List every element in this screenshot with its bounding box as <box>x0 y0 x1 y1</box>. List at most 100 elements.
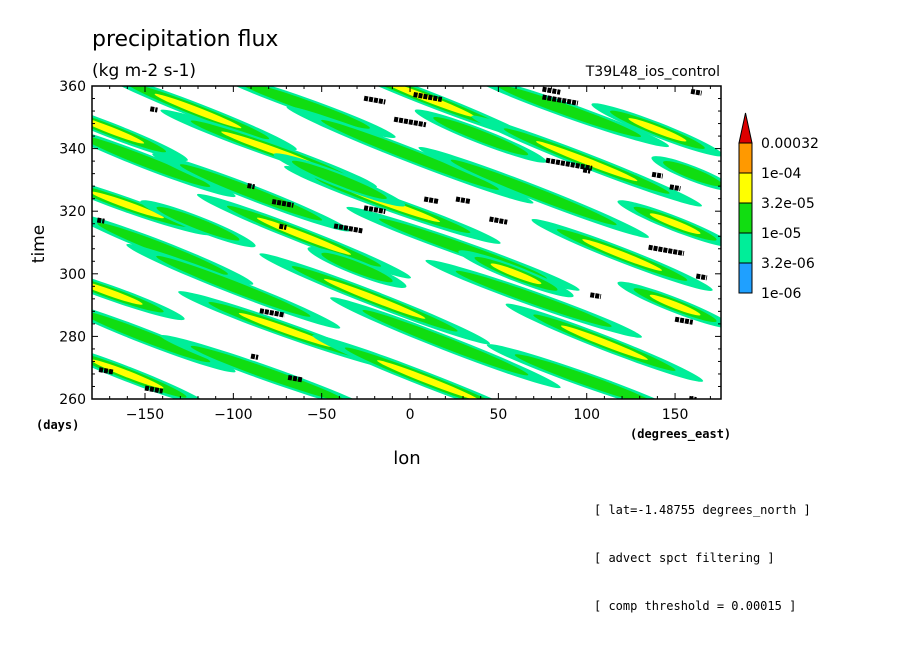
precip-band <box>259 253 490 345</box>
annotation-block: [ lat=-1.48755 degrees_north ] [ advect … <box>594 470 811 630</box>
precip-band <box>312 334 543 399</box>
threshold-mark <box>144 385 164 394</box>
precip-band <box>469 86 670 148</box>
precip-band <box>307 247 407 288</box>
y-axis-label: time <box>29 225 49 263</box>
precip-band-level <box>190 345 347 399</box>
precip-band-level <box>497 86 642 137</box>
x-tick-label: 0 <box>406 407 415 423</box>
precip-band-level <box>156 255 311 317</box>
precip-band <box>651 156 721 192</box>
precip-band-level <box>582 239 662 271</box>
threshold-mark <box>287 374 303 383</box>
y-tick-label: 360 <box>59 79 86 95</box>
x-tick-label: −50 <box>307 407 337 423</box>
colorbar-label: 1e-04 <box>761 166 801 182</box>
threshold-mark <box>149 106 158 113</box>
x-tick-label: 50 <box>489 407 507 423</box>
y-tick-label: 280 <box>59 329 86 345</box>
threshold-mark <box>363 205 386 214</box>
precip-band-level <box>628 118 687 142</box>
precip-band <box>140 200 256 248</box>
precip-band <box>330 297 561 389</box>
chart-title: precipitation flux <box>92 27 278 52</box>
threshold-mark <box>695 273 708 281</box>
precip-band-level <box>321 119 499 190</box>
threshold-mark <box>413 92 443 102</box>
colorbar-label: 3.2e-05 <box>761 196 815 212</box>
threshold-mark <box>545 157 593 171</box>
x-axis-units: (degrees_east) <box>630 427 731 442</box>
precip-band <box>92 174 211 236</box>
experiment-label: T39L48_ios_control <box>585 64 720 80</box>
precip-band-level <box>154 93 242 129</box>
precip-band-level <box>92 310 211 363</box>
precip-band-level <box>92 359 164 389</box>
precip-band <box>92 300 236 373</box>
precip-band-level <box>649 213 701 235</box>
threshold-mark <box>247 183 256 190</box>
annotation-threshold: [ comp threshold = 0.00015 ] <box>594 599 797 613</box>
x-axis-label: lon <box>393 448 420 469</box>
threshold-mark <box>542 94 579 106</box>
precip-band-level <box>238 312 335 348</box>
x-tick-label: 100 <box>573 407 600 423</box>
threshold-mark <box>455 196 471 204</box>
precip-band <box>425 259 642 338</box>
threshold-mark <box>250 353 259 360</box>
threshold-mark <box>542 86 561 95</box>
precip-band <box>591 103 721 157</box>
threshold-mark <box>278 223 287 230</box>
precip-band <box>505 303 704 382</box>
y-tick-label: 320 <box>59 204 86 220</box>
precip-band <box>531 219 713 291</box>
annotation-latitude: [ lat=-1.48755 degrees_north ] <box>594 503 811 517</box>
x-tick-label: −150 <box>126 407 164 423</box>
colorbar-box <box>738 172 753 204</box>
precip-band-level <box>323 278 426 319</box>
colorbar-label: 0.00032 <box>761 136 819 152</box>
precip-band-level <box>514 354 659 399</box>
threshold-mark <box>259 308 286 318</box>
precip-band-level <box>97 222 228 275</box>
precip-band-level <box>376 360 479 399</box>
precip-band-level <box>490 263 542 285</box>
colorbar-box <box>738 232 753 264</box>
precip-band <box>286 106 534 204</box>
precip-band-level <box>321 252 393 283</box>
threshold-mark <box>333 223 363 234</box>
x-tick-label: −100 <box>214 407 252 423</box>
x-axis: −150 −100 −50 0 50 100 150 <box>109 86 711 423</box>
precip-band-level <box>450 159 617 226</box>
precip-band-level <box>560 325 648 360</box>
y-axis: 260 280 300 320 340 360 <box>59 79 721 408</box>
threshold-mark <box>582 167 591 174</box>
threshold-mark <box>674 316 694 325</box>
colorbar-label: 1e-06 <box>761 286 801 302</box>
y-tick-label: 340 <box>59 142 86 158</box>
precip-band <box>617 200 721 248</box>
colorbar-box <box>738 142 753 174</box>
threshold-mark <box>363 95 386 105</box>
threshold-mark <box>393 116 427 128</box>
colorbar-label: 3.2e-06 <box>761 256 815 272</box>
threshold-mark <box>648 244 685 256</box>
precip-band <box>418 146 649 238</box>
precip-band-level <box>455 270 612 327</box>
precip-band <box>92 212 254 285</box>
chart-subtitle: (kg m-2 s-1) <box>92 61 196 81</box>
threshold-mark <box>271 199 294 208</box>
colorbar-box <box>738 202 753 234</box>
precip-band <box>486 344 687 399</box>
colorbar-label: 1e-05 <box>761 226 801 242</box>
x-tick-label: 150 <box>662 407 689 423</box>
precip-band-level <box>362 309 529 376</box>
y-tick-label: 300 <box>59 267 86 283</box>
precip-band-level <box>649 294 701 316</box>
precip-band <box>92 341 210 399</box>
threshold-marks <box>96 86 708 399</box>
precip-band <box>126 244 341 329</box>
colorbar: 1e-06 3.2e-06 1e-05 3.2e-05 1e-04 0.00032 <box>738 112 819 302</box>
threshold-mark <box>651 171 664 179</box>
